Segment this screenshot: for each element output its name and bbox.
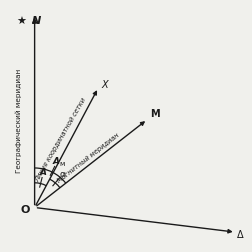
Text: X: X xyxy=(101,80,108,90)
Text: м: м xyxy=(60,162,65,168)
Text: α: α xyxy=(59,170,66,179)
Text: N: N xyxy=(32,16,41,26)
Text: Могнитный меридиан: Могнитный меридиан xyxy=(56,132,120,184)
Text: ★: ★ xyxy=(16,17,26,27)
Text: Линия координатной сетки: Линия координатной сетки xyxy=(34,97,87,183)
Text: A: A xyxy=(40,168,47,177)
Text: M: M xyxy=(150,109,160,119)
Text: A: A xyxy=(52,158,59,167)
Text: Δ: Δ xyxy=(237,230,244,240)
Text: Географический меридиан: Географический меридиан xyxy=(15,69,22,173)
Text: O: O xyxy=(20,205,29,215)
